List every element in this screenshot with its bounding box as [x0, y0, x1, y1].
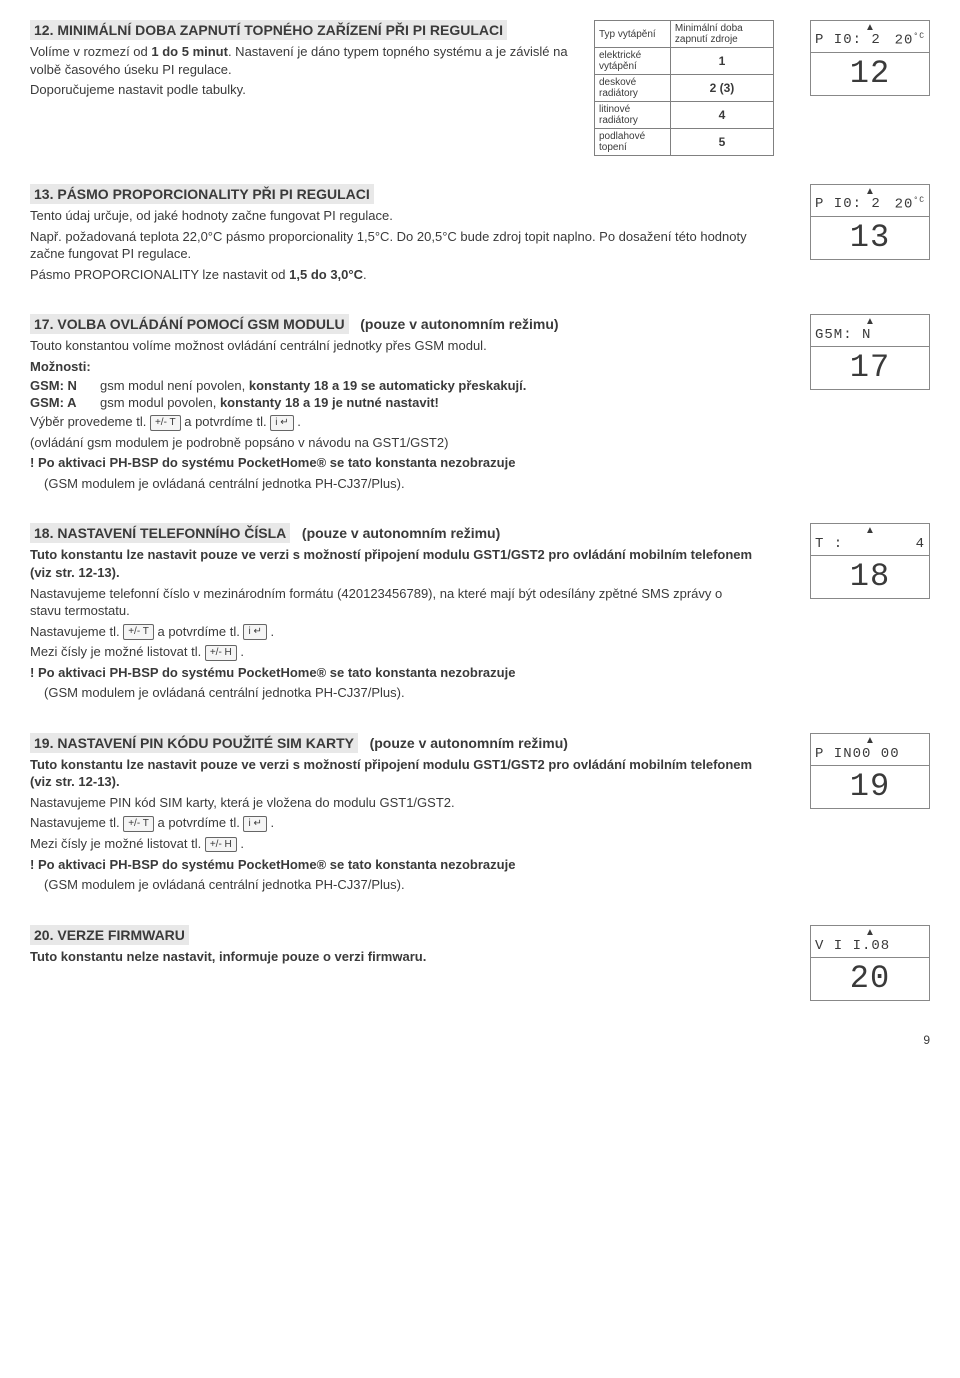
section-17-p1: Touto konstantou volíme možnost ovládání…: [30, 337, 754, 355]
key-plusminus-h: +/- H: [205, 645, 237, 661]
section-20-title: 20. VERZE FIRMWARU: [30, 925, 189, 945]
triangle-icon: ▲: [865, 186, 875, 197]
lcd-13: ▲ P I0: 220°C 13: [810, 184, 930, 260]
section-19-p1: Tuto konstantu lze nastavit pouze ve ver…: [30, 756, 754, 791]
section-13-p2: Např. požadovaná teplota 22,0°C pásmo pr…: [30, 228, 754, 263]
section-12-p1: Volíme v rozmezí od 1 do 5 minut. Nastav…: [30, 43, 578, 78]
section-18-p1: Tuto konstantu lze nastavit pouze ve ver…: [30, 546, 754, 581]
section-17-p6: (GSM modulem je ovládaná centrální jedno…: [30, 475, 754, 493]
section-18-p2: Nastavujeme telefonní číslo v mezinárodn…: [30, 585, 754, 620]
section-12-p2: Doporučujeme nastavit podle tabulky.: [30, 81, 578, 99]
lcd-12: ▲ P I0: 220°C 12: [810, 20, 930, 96]
triangle-icon: ▲: [865, 316, 875, 327]
section-18-p6: (GSM modulem je ovládaná centrální jedno…: [30, 684, 754, 702]
key-plusminus-h: +/- H: [205, 837, 237, 853]
section-19-subtitle: (pouze v autonomním režimu): [370, 735, 568, 751]
section-17-title: 17. VOLBA OVLÁDÁNÍ POMOCÍ GSM MODULU: [30, 314, 349, 334]
section-18-p4: Mezi čísly je možné listovat tl. +/- H .: [30, 643, 754, 661]
key-plusminus-t: +/- T: [150, 415, 181, 431]
section-12-title: 12. MINIMÁLNÍ DOBA ZAPNUTÍ TOPNÉHO ZAŘÍZ…: [30, 20, 507, 40]
page-number: 9: [30, 1033, 930, 1047]
section-18: 18. NASTAVENÍ TELEFONNÍHO ČÍSLA (pouze v…: [30, 523, 930, 704]
section-17-p2: Možnosti:: [30, 358, 754, 376]
lcd-17: ▲ G5M: N 17: [810, 314, 930, 390]
triangle-icon: ▲: [865, 735, 875, 746]
lcd-19: ▲ P IN00 00 19: [810, 733, 930, 809]
triangle-icon: ▲: [865, 927, 875, 938]
heating-table: Typ vytápění Minimální doba zapnutí zdro…: [594, 20, 774, 156]
section-18-p5: ! Po aktivaci PH-BSP do systému PocketHo…: [30, 664, 754, 682]
section-19-title: 19. NASTAVENÍ PIN KÓDU POUŽITÉ SIM KARTY: [30, 733, 358, 753]
section-13: 13. PÁSMO PROPORCIONALITY PŘI PI REGULAC…: [30, 184, 930, 286]
section-18-title: 18. NASTAVENÍ TELEFONNÍHO ČÍSLA: [30, 523, 290, 543]
key-i-enter: i ↵: [243, 624, 266, 640]
section-13-p3: Pásmo PROPORCIONALITY lze nastavit od 1,…: [30, 266, 754, 284]
section-20: 20. VERZE FIRMWARU Tuto konstantu nelze …: [30, 925, 930, 1005]
lcd-20: ▲ V I I.08 20: [810, 925, 930, 1001]
section-19-p2: Nastavujeme PIN kód SIM karty, která je …: [30, 794, 754, 812]
section-19: 19. NASTAVENÍ PIN KÓDU POUŽITÉ SIM KARTY…: [30, 733, 930, 897]
triangle-icon: ▲: [865, 525, 875, 536]
section-17-p5: ! Po aktivaci PH-BSP do systému PocketHo…: [30, 454, 754, 472]
section-19-p6: (GSM modulem je ovládaná centrální jedno…: [30, 876, 754, 894]
section-13-title: 13. PÁSMO PROPORCIONALITY PŘI PI REGULAC…: [30, 184, 374, 204]
key-plusminus-t: +/- T: [123, 816, 154, 832]
key-plusminus-t: +/- T: [123, 624, 154, 640]
section-19-p3: Nastavujeme tl. +/- T a potvrdíme tl. i …: [30, 814, 754, 832]
section-19-p4: Mezi čísly je možné listovat tl. +/- H .: [30, 835, 754, 853]
lcd-18: ▲ T :4 18: [810, 523, 930, 599]
triangle-icon: ▲: [865, 22, 875, 33]
section-13-p1: Tento údaj určuje, od jaké hodnoty začne…: [30, 207, 754, 225]
section-17-p3: Výběr provedeme tl. +/- T a potvrdíme tl…: [30, 413, 754, 431]
section-12: 12. MINIMÁLNÍ DOBA ZAPNUTÍ TOPNÉHO ZAŘÍZ…: [30, 20, 930, 156]
section-17-p4: (ovládání gsm modulem je podrobně popsán…: [30, 434, 754, 452]
key-i-enter: i ↵: [270, 415, 293, 431]
section-19-p5: ! Po aktivaci PH-BSP do systému PocketHo…: [30, 856, 754, 874]
key-i-enter: i ↵: [243, 816, 266, 832]
section-18-subtitle: (pouze v autonomním režimu): [302, 525, 500, 541]
section-20-p1: Tuto konstantu nelze nastavit, informuje…: [30, 948, 754, 966]
gsm-a-row: GSM: A gsm modul povolen, konstanty 18 a…: [30, 395, 754, 410]
section-18-p3: Nastavujeme tl. +/- T a potvrdíme tl. i …: [30, 623, 754, 641]
section-17: 17. VOLBA OVLÁDÁNÍ POMOCÍ GSM MODULU (po…: [30, 314, 930, 495]
gsm-n-row: GSM: N gsm modul není povolen, konstanty…: [30, 378, 754, 393]
section-17-subtitle: (pouze v autonomním režimu): [360, 316, 558, 332]
